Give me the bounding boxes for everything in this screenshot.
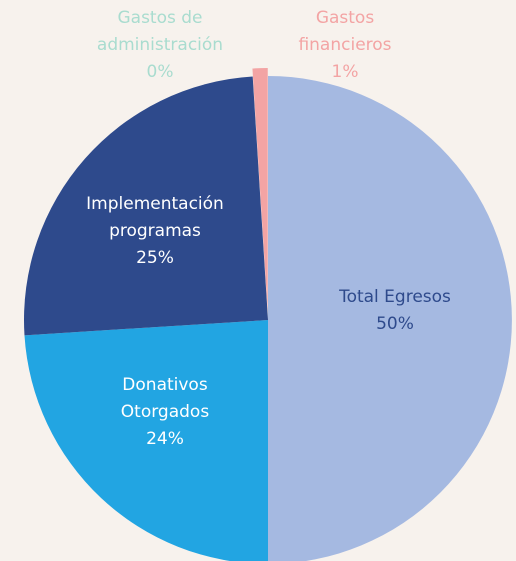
category-label: Gastos financieros (298, 8, 392, 55)
value-label: 25% (136, 248, 174, 268)
pie-slice (268, 76, 512, 561)
value-label: 50% (376, 314, 414, 334)
slice-label: Gastos financieros 1% (290, 5, 400, 86)
slice-label: Gastos de administración 0% (75, 5, 245, 86)
category-label: Implementación programas (86, 194, 224, 241)
category-label: Total Egresos (339, 287, 451, 307)
value-label: 0% (146, 62, 174, 82)
pie-slice (23, 76, 268, 336)
value-label: 1% (331, 62, 359, 82)
category-label: Donativos Otorgados (120, 375, 210, 422)
pie-slice (252, 68, 268, 313)
slice-label: Total Egresos 50% (295, 284, 495, 338)
value-label: 24% (146, 429, 184, 449)
pie-slice (24, 320, 268, 561)
category-label: Gastos de administración (96, 8, 224, 55)
slice-label: Donativos Otorgados 24% (105, 372, 225, 453)
slice-label: Implementación programas 25% (60, 191, 250, 272)
